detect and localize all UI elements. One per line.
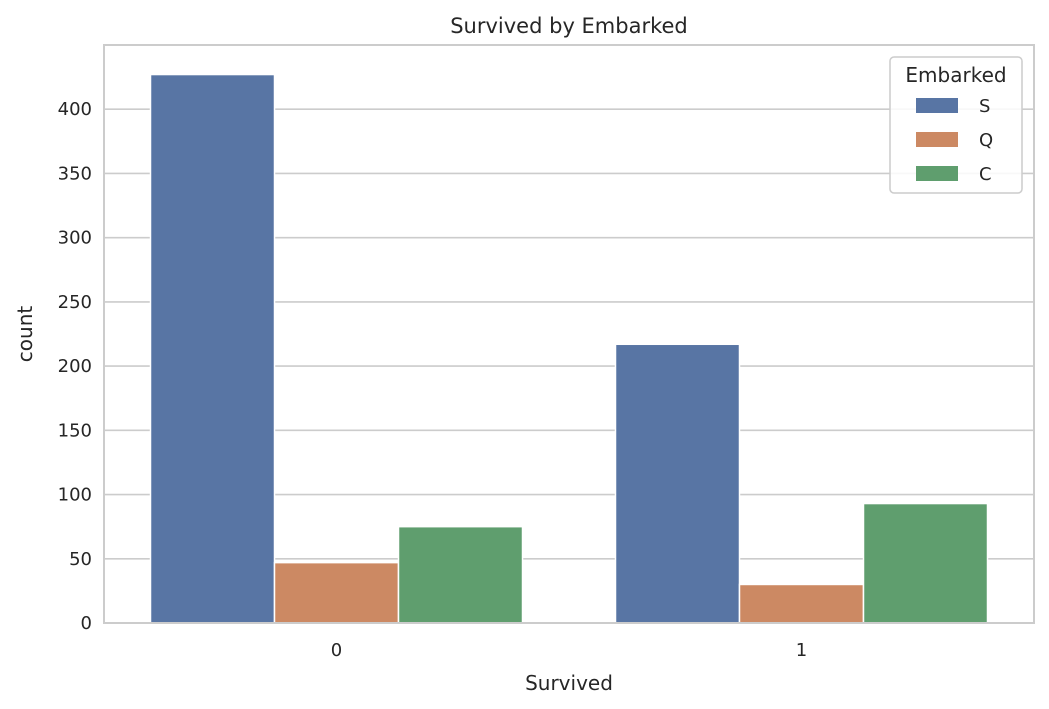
bar-q-1 (738, 583, 865, 624)
y-tick-label: 150 (58, 420, 92, 441)
legend-box (889, 56, 1023, 194)
legend-label-c: C (979, 164, 992, 185)
legend-swatch-c (916, 166, 958, 181)
chart-title: Survived by Embarked (450, 14, 688, 38)
legend-items: SQC (916, 96, 993, 185)
bar-s-1 (614, 343, 741, 624)
y-tick-label: 50 (69, 549, 92, 570)
bar-c-0 (397, 525, 524, 624)
bar-q-0 (273, 561, 400, 624)
x-axis-title: Survived (525, 671, 613, 695)
y-tick-label: 250 (58, 292, 92, 313)
y-tick-label: 100 (58, 485, 92, 506)
legend-swatch-s (916, 98, 958, 113)
x-tick-label: 1 (796, 640, 807, 661)
legend-label-q: Q (979, 130, 993, 151)
y-axis-title: count (13, 306, 37, 363)
y-tick-label: 0 (81, 613, 92, 634)
y-tick-label: 300 (58, 228, 92, 249)
bars (149, 73, 989, 624)
bar-c-1 (862, 502, 989, 624)
x-tick-label: 0 (331, 640, 342, 661)
legend-swatch-q (916, 132, 958, 147)
legend: Embarked SQC (889, 56, 1023, 194)
legend-title: Embarked (905, 63, 1006, 87)
legend-label-s: S (979, 96, 990, 117)
bar-s-0 (149, 73, 276, 624)
axes-frame (103, 44, 1035, 624)
y-tick-label: 400 (58, 99, 92, 120)
y-tick-labels: 0 50 100 150 200 250 300 350 400 (58, 99, 92, 634)
y-tick-label: 200 (58, 356, 92, 377)
y-tick-label: 350 (58, 163, 92, 184)
